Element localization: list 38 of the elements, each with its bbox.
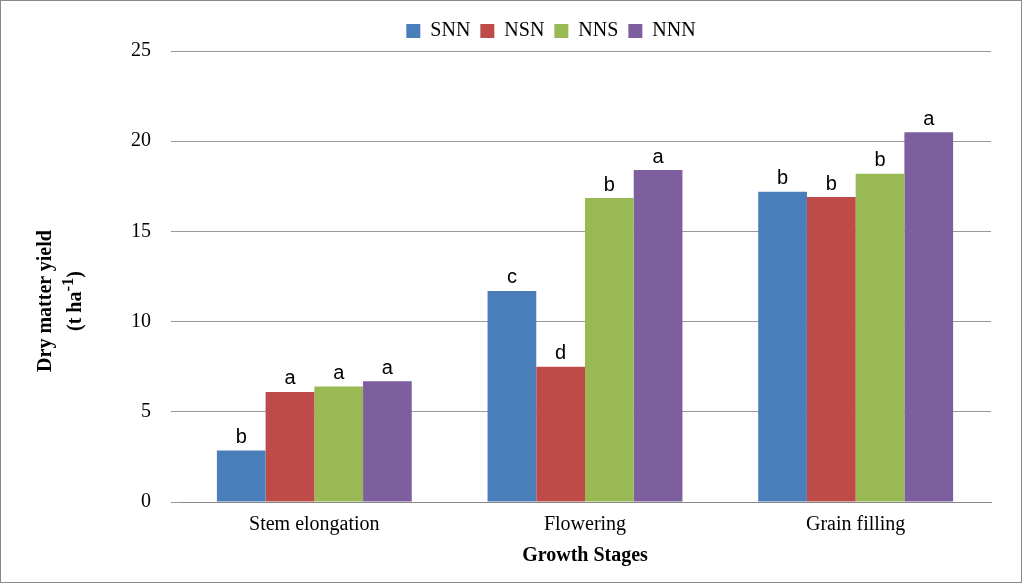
data-label: a <box>333 361 346 384</box>
data-label: b <box>874 148 886 171</box>
legend-label: NNN <box>652 18 696 41</box>
data-label: a <box>652 144 665 167</box>
bar <box>758 191 807 502</box>
data-label: b <box>825 171 837 194</box>
bar <box>314 386 364 502</box>
bar <box>536 366 585 502</box>
x-tick-label: Flowering <box>543 512 627 536</box>
y-tick-label: 10 <box>131 308 151 331</box>
x-tick-label: Stem elongation <box>249 512 380 536</box>
data-label: a <box>381 355 394 378</box>
data-label: a <box>923 106 936 129</box>
y-tick-label: 5 <box>141 399 151 422</box>
data-label: b <box>603 172 615 195</box>
y-tick-label: 25 <box>131 38 151 61</box>
bar <box>363 381 412 502</box>
bar <box>216 450 266 502</box>
legend-label: NSN <box>504 18 545 41</box>
bar <box>904 132 954 502</box>
data-label: d <box>555 341 567 364</box>
legend-label: SNN <box>430 18 471 41</box>
bar <box>487 290 537 502</box>
y-tick-label: 15 <box>131 218 151 241</box>
bar <box>585 198 634 502</box>
legend-label: NNS <box>578 18 619 41</box>
x-axis-title: Growth Stages <box>522 543 649 567</box>
data-label: b <box>777 166 789 189</box>
y-tick-label: 20 <box>131 128 151 151</box>
bar <box>855 173 905 502</box>
bar <box>265 391 315 502</box>
data-label: a <box>284 366 297 389</box>
x-tick-label: Grain filling <box>805 512 906 536</box>
y-tick-label: 0 <box>141 489 151 512</box>
data-label: c <box>506 265 517 288</box>
data-label: b <box>235 425 247 448</box>
bar <box>633 170 683 502</box>
bar <box>806 197 856 502</box>
